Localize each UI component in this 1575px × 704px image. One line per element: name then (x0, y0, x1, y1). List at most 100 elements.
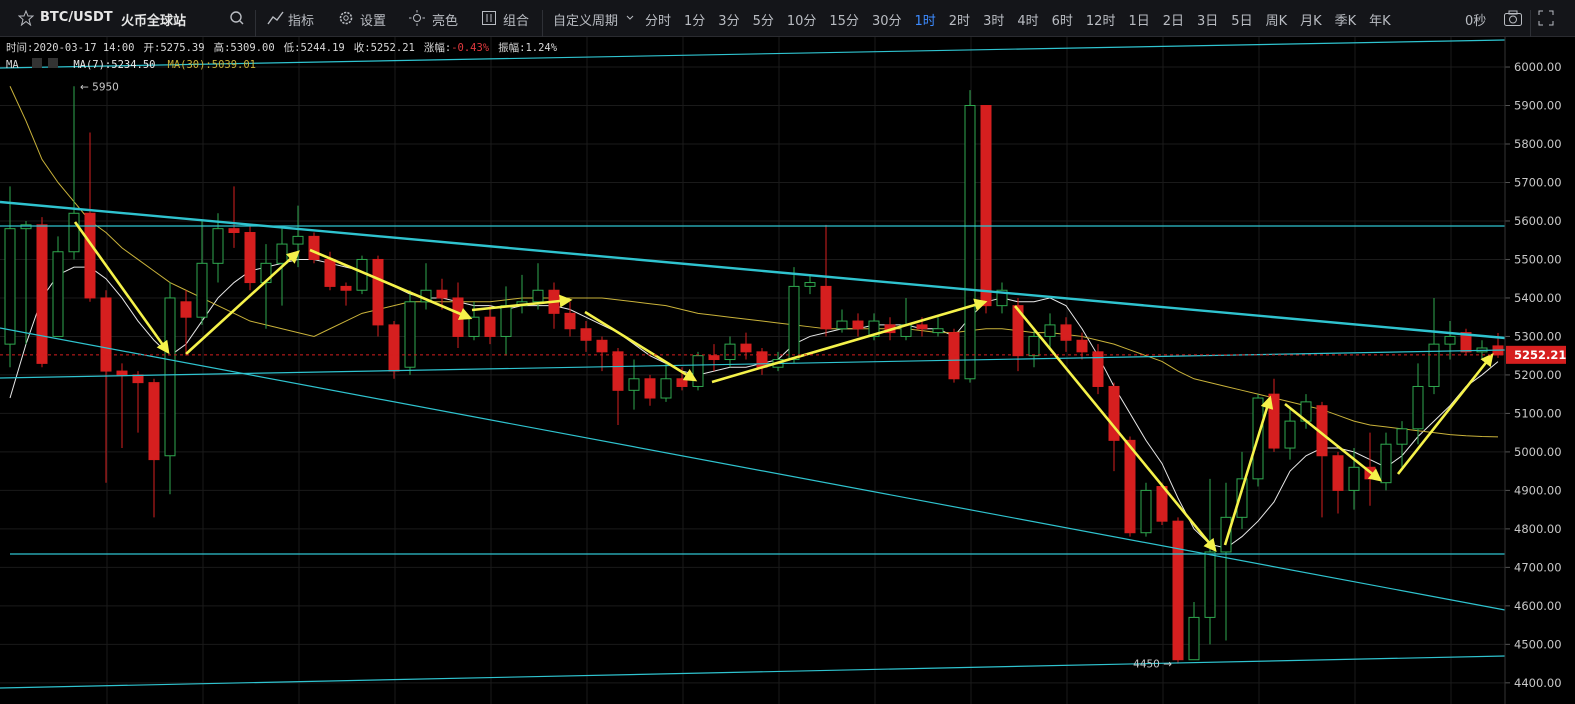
candle-body (1044, 324, 1056, 337)
period[interactable]: 10分 (786, 14, 817, 29)
candle-body (1172, 520, 1184, 661)
period[interactable]: 1日 (1128, 14, 1150, 29)
info-label: 开: (143, 42, 161, 54)
period[interactable]: 3时 (983, 14, 1005, 29)
last-price-box (1506, 345, 1566, 364)
candle-body (644, 378, 656, 399)
period[interactable]: 年K (1369, 14, 1391, 29)
candle-body (4, 228, 16, 345)
candle-body (788, 285, 800, 361)
legend-entry: MA(30):5039.01 (167, 59, 257, 71)
candle-body (708, 355, 720, 361)
period[interactable]: 5分 (752, 14, 774, 29)
star-icon[interactable] (18, 10, 34, 26)
candle-body (1108, 385, 1120, 441)
indicator-icon[interactable] (267, 10, 285, 26)
candle-body (756, 351, 768, 368)
y-tick-label: 4500.00 (1514, 637, 1562, 651)
period[interactable]: 2时 (948, 14, 971, 29)
trend-line (0, 655, 1506, 689)
candle-body (324, 258, 336, 287)
candle-body (1092, 351, 1104, 387)
period[interactable]: 3分 (718, 14, 740, 29)
candle-body (532, 289, 544, 303)
arrow (185, 250, 300, 355)
candle-body (1028, 335, 1040, 357)
y-tick-label: 4600.00 (1514, 599, 1562, 613)
candle-body (564, 312, 576, 330)
chevron[interactable] (626, 15, 634, 21)
trend-line (0, 200, 1506, 340)
period[interactable]: 周K (1265, 14, 1288, 29)
tool[interactable]: 亮色 (432, 14, 459, 29)
info-value: 5244.19 (300, 42, 345, 54)
candle-body (228, 228, 240, 234)
fullscreen-icon[interactable] (1538, 10, 1554, 26)
period[interactable]: 季K (1334, 14, 1357, 29)
candle-body (452, 297, 464, 337)
price-axis: 4400.00 4500.00 4600.00 4700.00 4800.00 4900.… (0, 60, 1566, 690)
period[interactable]: 月K (1300, 14, 1322, 29)
candle-body (1332, 455, 1344, 491)
period[interactable]: 3日 (1197, 14, 1219, 29)
info-value: 5309.00 (230, 42, 275, 54)
candle-body (980, 105, 992, 307)
candle-body (196, 262, 208, 318)
candle-body (340, 285, 352, 291)
candle-body (116, 370, 128, 376)
period[interactable]: 30分 (871, 14, 902, 29)
settings-icon[interactable] (338, 10, 354, 26)
info-value: 2020-03-17 14:00 (33, 42, 135, 54)
arrow (309, 248, 473, 320)
y-tick-label: 5300.00 (1514, 329, 1562, 343)
drawings (0, 39, 1506, 689)
period[interactable]: 1分 (684, 14, 706, 29)
chart: 4400.00 4500.00 4600.00 4700.00 4800.00 4900.… (0, 37, 1575, 704)
candle-body (468, 316, 480, 337)
candle-body (580, 328, 592, 341)
candle-body (612, 351, 624, 391)
custom-period[interactable]: 自定义周期 (553, 14, 619, 29)
tool[interactable]: 设置 (360, 14, 387, 29)
period[interactable]: 5日 (1231, 14, 1253, 29)
period[interactable]: 2日 (1162, 14, 1185, 29)
tool[interactable]: 组合 (503, 14, 530, 29)
candle-body (964, 105, 976, 380)
candle-body (436, 289, 448, 299)
search-icon[interactable] (229, 10, 245, 26)
candle-body (948, 332, 960, 380)
ma-legend: MA MA(7):5234.50 MA(30):5039.01 (6, 58, 268, 71)
tool[interactable]: 指标 (288, 14, 315, 29)
period[interactable]: 1时 (914, 14, 936, 29)
period[interactable]: 4时 (1017, 14, 1039, 29)
camera-icon[interactable] (1503, 9, 1523, 27)
candle-body (932, 328, 944, 334)
y-tick-label: 5000.00 (1514, 445, 1562, 459)
layout-icon[interactable] (481, 10, 497, 26)
candle-body (724, 343, 736, 361)
candle-body (660, 378, 672, 399)
pair: BTC/USDT (40, 10, 113, 25)
info-item: 收:5252.21 (354, 42, 415, 54)
theme-icon[interactable] (409, 10, 425, 26)
candle-body (212, 228, 224, 264)
trend-line (0, 327, 1506, 611)
period[interactable]: 15分 (829, 14, 859, 29)
candle-body (292, 235, 304, 245)
candle-body (1412, 385, 1424, 430)
period[interactable]: 分时 (645, 14, 672, 29)
candle-body (52, 251, 64, 337)
period[interactable]: 6时 (1051, 14, 1073, 29)
candle-body (500, 305, 512, 337)
info-label: 收: (353, 42, 371, 54)
arrow (584, 310, 698, 382)
candle-body (1460, 332, 1472, 353)
y-tick-label: 5700.00 (1514, 175, 1562, 189)
indicator-icons[interactable] (31, 58, 61, 68)
arrow (1284, 402, 1383, 482)
candle-body (164, 297, 176, 457)
period[interactable]: 12时 (1085, 14, 1116, 29)
info-value: -0.43% (451, 42, 490, 54)
candle-body (484, 316, 496, 337)
ma-lines (9, 86, 1499, 549)
